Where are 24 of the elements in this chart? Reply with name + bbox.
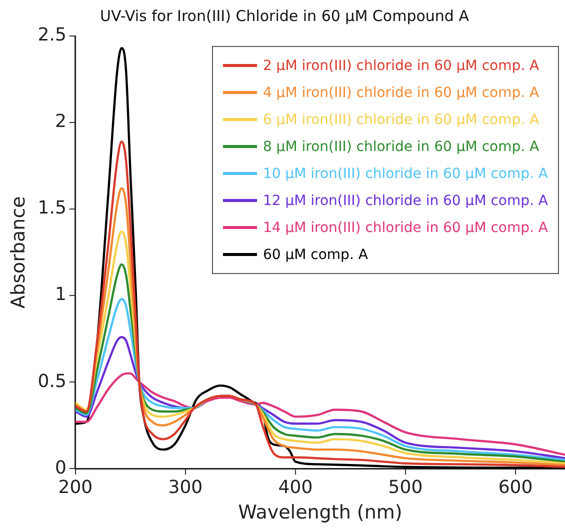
y-tick-label: 2 <box>54 111 66 132</box>
legend-label: 12 μM iron(III) chloride in 60 μM comp. A <box>262 192 548 208</box>
legend-label: 6 μM iron(III) chloride in 60 μM comp. A <box>262 112 540 128</box>
y-tick-label: 1 <box>54 284 66 306</box>
legend-label: 60 μM comp. A <box>262 246 368 262</box>
legend-label: 2 μM iron(III) chloride in 60 μM comp. A <box>262 58 540 74</box>
legend-label: 4 μM iron(III) chloride in 60 μM comp. A <box>262 84 540 100</box>
x-tick-label: 300 <box>168 477 203 498</box>
x-tick-label: 500 <box>388 477 423 498</box>
y-tick-label: 2.5 <box>38 24 66 46</box>
legend-label: 8 μM iron(III) chloride in 60 μM comp. A <box>262 138 540 154</box>
x-tick-label: 400 <box>278 477 313 498</box>
legend-label: 10 μM iron(III) chloride in 60 μM comp. A <box>262 166 548 182</box>
x-tick-label: 600 <box>498 477 533 498</box>
legend-label: 14 μM iron(III) chloride in 60 μM comp. A <box>262 220 548 236</box>
x-axis-title: Wavelength (nm) <box>238 502 402 524</box>
chart-title: UV-Vis for Iron(III) Chloride in 60 μM Compound A <box>100 6 470 25</box>
line-series <box>75 372 565 456</box>
line-series <box>75 298 565 462</box>
y-axis-title: Absorbance <box>7 196 30 308</box>
y-tick-label: 0 <box>54 457 66 478</box>
x-tick-label: 200 <box>58 477 93 498</box>
y-tick-label: 1.5 <box>38 198 66 219</box>
y-tick-label: 0.5 <box>38 370 66 392</box>
